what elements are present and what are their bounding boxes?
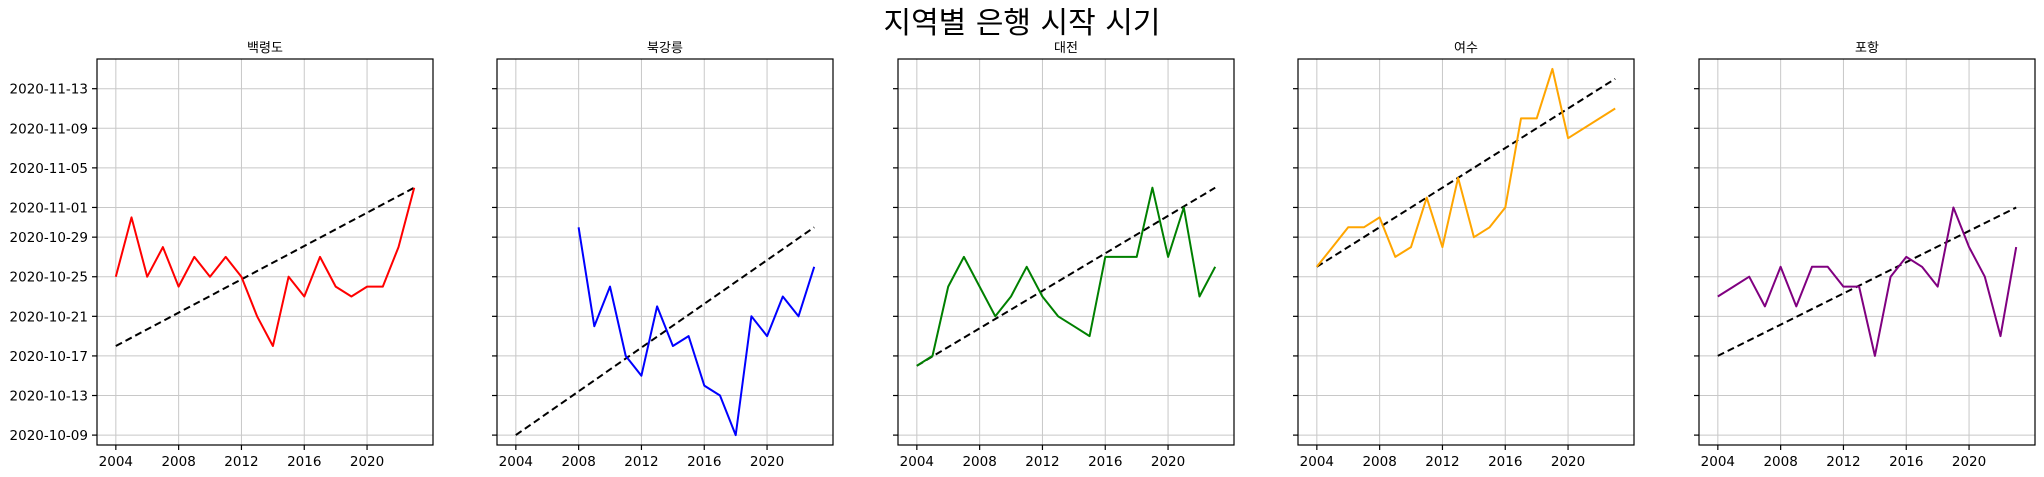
y-tick-label: 2020-10-13 <box>10 389 88 405</box>
y-tick-label: 2020-11-01 <box>10 200 88 216</box>
y-tick-label: 2020-10-21 <box>10 309 88 325</box>
x-tick-label: 2008 <box>1362 454 1396 470</box>
figure-title: 지역별 은행 시작 시기 <box>883 6 1160 41</box>
panel-title: 포항 <box>1855 41 1879 56</box>
x-tick-label: 2016 <box>287 454 321 470</box>
x-tick-label: 2004 <box>99 454 133 470</box>
x-tick-label: 2004 <box>499 454 533 470</box>
y-tick-label: 2020-10-25 <box>10 270 88 286</box>
panel-3: 2004 2008 2012 2016 2020 대전 <box>893 41 1235 470</box>
trend-line <box>1316 77 1616 268</box>
x-tick-label: 2004 <box>1701 454 1735 470</box>
x-tick-label: 2008 <box>1763 454 1797 470</box>
x-tick-label: 2012 <box>224 454 258 470</box>
panel-2: 2004 2008 2012 2016 2020 북강릉 <box>492 41 834 470</box>
x-tick-label: 2016 <box>1889 454 1923 470</box>
x-tick-label: 2008 <box>561 454 595 470</box>
panel-title: 북강릉 <box>647 41 683 56</box>
x-tick-label: 2020 <box>1952 454 1986 470</box>
trend-line <box>916 186 1216 367</box>
x-tick-label: 2008 <box>962 454 996 470</box>
data-line-4 <box>1316 67 1616 268</box>
x-tick-label: 2012 <box>624 454 658 470</box>
y-tick-label: 2020-10-09 <box>10 428 88 444</box>
plot-frame <box>496 58 834 446</box>
x-tick-label: 2012 <box>1025 454 1059 470</box>
x-tick-label: 2020 <box>1551 454 1585 470</box>
x-tick-label: 2020 <box>350 454 384 470</box>
panel-5: 2004 2008 2012 2016 2020 포항 <box>1694 41 2036 470</box>
panels: 2004 2008 2012 2016 2020 2020-10-09 2020-10-13… <box>10 41 2036 470</box>
data-line-3 <box>916 186 1217 367</box>
panel-1: 2004 2008 2012 2016 2020 2020-10-09 2020-10-13… <box>10 41 434 470</box>
x-tick-label: 2016 <box>1488 454 1522 470</box>
y-tick-label: 2020-10-17 <box>10 349 88 365</box>
trend-line <box>515 226 815 436</box>
y-tick-label: 2020-11-09 <box>10 121 88 137</box>
x-tick-label: 2016 <box>687 454 721 470</box>
panel-4: 2004 2008 2012 2016 2020 여수 <box>1293 41 1635 470</box>
x-tick-label: 2012 <box>1826 454 1860 470</box>
data-line-1 <box>114 187 416 347</box>
x-tick-label: 2004 <box>1300 454 1334 470</box>
plot-frame <box>96 58 434 446</box>
x-tick-label: 2012 <box>1425 454 1459 470</box>
panel-title: 대전 <box>1054 41 1078 56</box>
x-tick-label: 2020 <box>1151 454 1185 470</box>
x-tick-label: 2008 <box>161 454 195 470</box>
plot-frame <box>1698 58 2036 446</box>
y-tick-label: 2020-10-29 <box>10 230 88 246</box>
panel-title: 여수 <box>1454 41 1478 56</box>
trend-line <box>115 186 415 347</box>
data-line-2 <box>577 227 816 437</box>
x-tick-label: 2004 <box>900 454 934 470</box>
y-tick-label: 2020-11-13 <box>10 82 88 98</box>
panel-title: 백령도 <box>247 41 283 56</box>
data-line-5 <box>1717 206 2018 357</box>
x-tick-label: 2016 <box>1088 454 1122 470</box>
x-tick-label: 2020 <box>750 454 784 470</box>
plot-frame <box>1297 58 1635 446</box>
trend-line <box>1717 206 2017 357</box>
y-tick-label: 2020-11-05 <box>10 161 88 177</box>
plot-frame <box>897 58 1235 446</box>
